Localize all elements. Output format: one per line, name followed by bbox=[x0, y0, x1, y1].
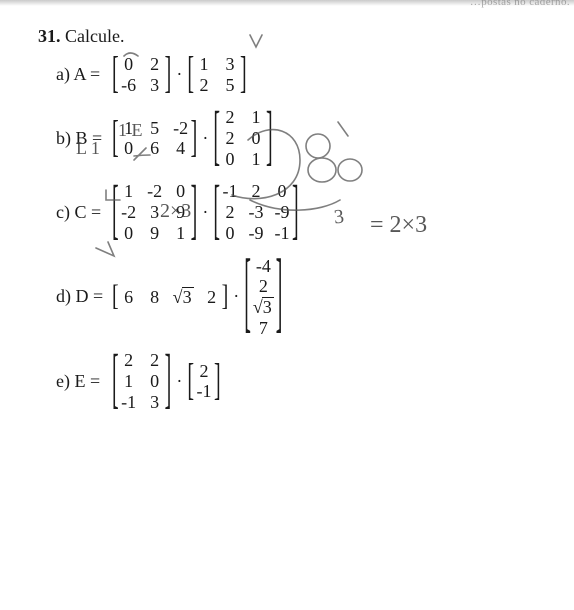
matrix-cell: -1 bbox=[222, 181, 238, 202]
item-a-matrix-1: [02-63] bbox=[110, 53, 173, 96]
matrix-cell: -2 bbox=[173, 118, 189, 139]
matrix-cell: 1 bbox=[248, 149, 264, 170]
item-c: c) C = [1-20-239091] · [-1202-3-90-9-1] bbox=[56, 180, 558, 244]
hand-annot-eq-2x3: = 2×3 bbox=[370, 212, 427, 239]
matrix-cell: -3 bbox=[248, 202, 264, 223]
matrix-cell: -1 bbox=[121, 392, 137, 413]
matrix-cell: 0 bbox=[147, 371, 163, 392]
item-e: e) E = [2210-13] · [2-1] bbox=[56, 349, 558, 413]
matrix-cell: 4 bbox=[173, 138, 189, 159]
hand-annot-1e: 1 E bbox=[118, 120, 143, 141]
matrix-cell: 1 bbox=[121, 181, 137, 202]
exercise-heading: 31. Calcule. bbox=[38, 26, 558, 47]
matrix-cell: 3 bbox=[222, 54, 238, 75]
item-a-label: a) A = bbox=[56, 64, 104, 85]
item-d-op: · bbox=[230, 286, 242, 307]
exercise-verb: Calcule. bbox=[65, 26, 124, 46]
matrix-cell: 2 bbox=[255, 276, 271, 297]
matrix-cell: 6 bbox=[147, 138, 163, 159]
matrix-cell: 2 bbox=[204, 287, 220, 308]
matrix-cell: 0 bbox=[121, 54, 137, 75]
item-b-matrix-2: [212001] bbox=[211, 106, 274, 170]
item-d-matrix-1: [68√32] bbox=[110, 285, 230, 308]
matrix-cell: 2 bbox=[222, 202, 238, 223]
matrix-cell: 9 bbox=[147, 223, 163, 244]
item-c-matrix-2: [-1202-3-90-9-1] bbox=[211, 180, 300, 244]
hand-annot-2x3: 2×3 bbox=[160, 200, 191, 223]
matrix-cell: 2 bbox=[121, 350, 137, 371]
item-e-label: e) E = bbox=[56, 371, 104, 392]
matrix-cell: 3 bbox=[147, 392, 163, 413]
item-e-matrix-1: [2210-13] bbox=[110, 349, 173, 413]
matrix-cell: 8 bbox=[147, 287, 163, 308]
matrix-cell: -1 bbox=[274, 223, 290, 244]
matrix-cell: 2 bbox=[147, 54, 163, 75]
matrix-cell: -1 bbox=[196, 381, 212, 402]
matrix-cell: -9 bbox=[274, 202, 290, 223]
matrix-cell: 1 bbox=[121, 371, 137, 392]
item-c-label: c) C = bbox=[56, 202, 104, 223]
matrix-cell: 2 bbox=[222, 107, 238, 128]
item-c-op: · bbox=[199, 202, 211, 223]
matrix-cell: -2 bbox=[121, 202, 137, 223]
matrix-cell: √3 bbox=[173, 287, 194, 308]
matrix-cell: -9 bbox=[248, 223, 264, 244]
matrix-cell: 2 bbox=[196, 361, 212, 382]
item-a-op: · bbox=[173, 64, 185, 85]
item-b-op: · bbox=[199, 128, 211, 149]
matrix-cell: 2 bbox=[248, 181, 264, 202]
matrix-cell: 0 bbox=[248, 128, 264, 149]
item-d: d) D = [68√32] · [-42√37] bbox=[56, 255, 558, 340]
hand-annot-l1: L 1 bbox=[76, 138, 100, 159]
item-d-label: d) D = bbox=[56, 286, 104, 307]
item-a: a) A = [02-63] · [1325] bbox=[56, 53, 558, 96]
matrix-cell: 7 bbox=[255, 318, 271, 339]
exercise-number: 31. bbox=[38, 26, 61, 46]
matrix-cell: 2 bbox=[222, 128, 238, 149]
exercise-block: 31. Calcule. a) A = [02-63] · [1325] b) … bbox=[38, 6, 558, 423]
matrix-cell: -4 bbox=[255, 256, 271, 277]
matrix-cell: 0 bbox=[121, 223, 137, 244]
matrix-cell: -6 bbox=[121, 75, 137, 96]
matrix-cell: 6 bbox=[121, 287, 137, 308]
item-e-matrix-2: [2-1] bbox=[185, 360, 222, 403]
matrix-cell: 5 bbox=[147, 118, 163, 139]
matrix-cell: 1 bbox=[248, 107, 264, 128]
matrix-cell: 0 bbox=[274, 181, 290, 202]
matrix-cell: 0 bbox=[121, 138, 137, 159]
matrix-cell: 0 bbox=[222, 149, 238, 170]
item-e-op: · bbox=[173, 371, 185, 392]
item-d-matrix-2: [-42√37] bbox=[242, 255, 284, 340]
matrix-cell: √3 bbox=[253, 297, 274, 318]
matrix-cell: 2 bbox=[196, 75, 212, 96]
matrix-cell: 2 bbox=[147, 350, 163, 371]
matrix-cell: 5 bbox=[222, 75, 238, 96]
matrix-cell: 0 bbox=[222, 223, 238, 244]
matrix-cell: 3 bbox=[147, 75, 163, 96]
matrix-cell: 1 bbox=[173, 223, 189, 244]
matrix-cell: 1 bbox=[196, 54, 212, 75]
item-a-matrix-2: [1325] bbox=[185, 53, 248, 96]
